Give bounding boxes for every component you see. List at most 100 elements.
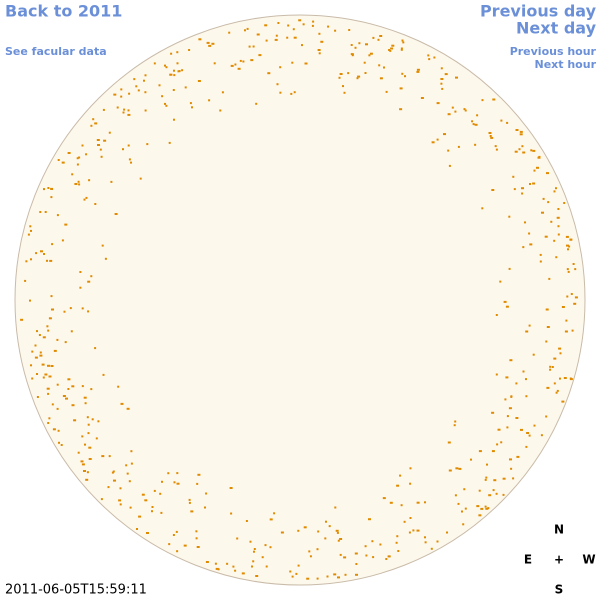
back-link[interactable]: Back to 2011 <box>5 2 122 21</box>
facula-speck <box>514 150 518 153</box>
facula-speck <box>274 38 278 41</box>
facula-speck <box>528 232 531 235</box>
facula-speck <box>555 187 557 190</box>
facula-speck <box>317 49 321 51</box>
facula-speck <box>440 78 444 80</box>
facula-speck <box>112 470 115 473</box>
facula-speck <box>302 23 305 26</box>
facula-speck <box>403 520 406 523</box>
facula-speck <box>29 299 31 302</box>
facula-speck <box>480 507 484 510</box>
facula-speck <box>492 489 495 492</box>
facula-speck <box>400 47 403 50</box>
facula-speck <box>448 164 451 167</box>
facula-speck <box>532 149 536 152</box>
facula-speck <box>35 252 38 255</box>
facula-speck <box>544 235 548 238</box>
facula-speck <box>428 58 431 61</box>
facula-speck <box>541 211 544 214</box>
facula-speck <box>208 44 212 47</box>
facula-speck <box>85 153 88 156</box>
facula-speck <box>47 422 50 424</box>
facula-speck <box>297 529 300 532</box>
facula-speck <box>497 428 501 431</box>
previous-day-link[interactable]: Previous day <box>480 2 597 21</box>
facula-speck <box>553 357 557 360</box>
facula-speck <box>532 353 535 356</box>
facula-speck <box>129 506 132 509</box>
facula-speck <box>169 73 172 76</box>
facula-speck <box>94 347 97 350</box>
facula-speck <box>255 575 259 577</box>
facula-speck <box>103 139 107 142</box>
facula-speck <box>146 532 149 534</box>
facula-speck <box>537 156 541 159</box>
facula-speck <box>343 556 347 559</box>
facula-speck <box>350 44 353 46</box>
facula-speck <box>347 72 350 75</box>
facula-speck <box>104 257 107 260</box>
facula-speck <box>88 179 91 182</box>
facula-speck <box>164 64 166 67</box>
facula-speck <box>146 143 149 146</box>
facula-speck <box>252 560 255 563</box>
facula-speck <box>379 77 383 80</box>
facula-speck <box>50 196 53 199</box>
facula-speck <box>565 235 569 238</box>
facula-speck <box>508 215 511 218</box>
facula-speck <box>195 530 198 533</box>
facula-speck <box>144 499 148 502</box>
facula-speck <box>139 177 142 180</box>
facula-speck <box>409 467 412 470</box>
facula-speck <box>339 73 343 75</box>
facula-speck <box>402 41 405 44</box>
facula-speck <box>191 106 193 109</box>
facula-speck <box>409 517 412 519</box>
facula-speck <box>64 223 68 226</box>
facula-speck <box>122 148 124 151</box>
facula-speck <box>416 70 420 73</box>
facula-speck <box>519 133 523 136</box>
facular-link[interactable]: See facular data <box>5 45 107 58</box>
facula-speck <box>44 211 47 213</box>
facula-speck <box>436 540 439 543</box>
facula-speck <box>175 530 178 533</box>
next-day-link[interactable]: Next day <box>516 19 597 38</box>
facula-speck <box>463 488 466 491</box>
facula-speck <box>291 61 294 64</box>
facula-speck <box>484 478 487 481</box>
facula-speck <box>487 507 490 510</box>
facula-speck <box>39 211 42 213</box>
facula-speck <box>566 268 569 271</box>
facula-speck <box>196 546 200 548</box>
facula-speck <box>485 476 488 479</box>
facula-speck <box>499 280 502 283</box>
facula-speck <box>71 173 74 176</box>
facula-speck <box>525 378 527 381</box>
facula-speck <box>246 27 249 30</box>
facula-speck <box>561 306 565 308</box>
facula-speck <box>91 418 94 421</box>
facula-speck <box>31 377 34 380</box>
next-hour-link[interactable]: Next hour <box>535 58 597 71</box>
facula-speck <box>549 365 552 368</box>
facula-speck <box>279 91 282 94</box>
facula-speck <box>389 49 392 52</box>
facula-speck <box>50 187 54 190</box>
facula-speck <box>481 99 484 102</box>
facula-speck <box>136 528 138 530</box>
facula-speck <box>530 149 533 152</box>
facula-speck <box>69 307 72 310</box>
facula-speck <box>545 308 549 311</box>
facula-speck <box>306 577 310 580</box>
facula-speck <box>183 544 187 547</box>
facula-speck <box>107 486 110 489</box>
facula-speck <box>178 70 181 73</box>
facula-speck <box>433 56 436 59</box>
facula-speck <box>173 481 176 484</box>
facula-speck <box>420 97 424 99</box>
facula-speck <box>226 562 229 565</box>
facula-speck <box>242 60 245 63</box>
facula-speck <box>88 458 92 460</box>
previous-hour-link[interactable]: Previous hour <box>510 45 597 58</box>
